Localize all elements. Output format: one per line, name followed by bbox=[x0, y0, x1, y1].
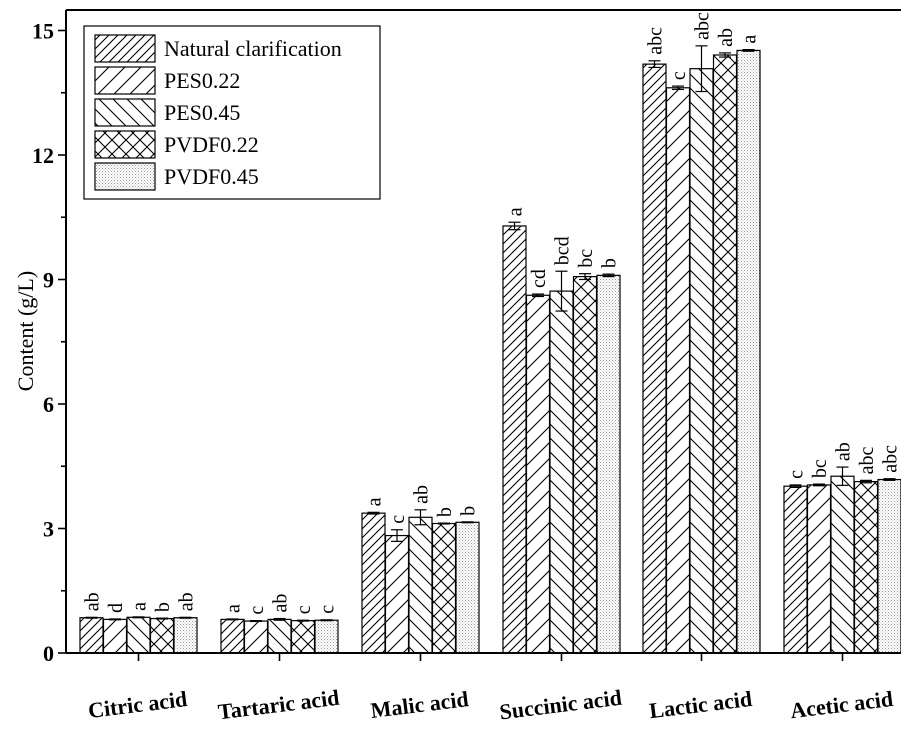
bar bbox=[174, 618, 197, 653]
error-bar bbox=[321, 620, 333, 621]
significance-label: ab bbox=[270, 594, 292, 613]
bar bbox=[104, 619, 127, 653]
significance-label: b bbox=[152, 602, 174, 612]
significance-label: c bbox=[668, 71, 690, 80]
bar bbox=[784, 486, 807, 653]
x-category-label: Acetic acid bbox=[789, 686, 895, 723]
significance-label: a bbox=[505, 207, 527, 216]
legend-swatch bbox=[95, 131, 155, 158]
y-tick-label: 12 bbox=[32, 143, 54, 168]
x-category-label: Tartaric acid bbox=[217, 685, 341, 725]
bar bbox=[151, 619, 174, 653]
bar bbox=[362, 513, 385, 653]
significance-label: ab bbox=[715, 28, 737, 47]
legend-label: PVDF0.22 bbox=[164, 132, 259, 157]
significance-label: b bbox=[458, 506, 480, 516]
bar bbox=[878, 480, 901, 653]
legend-swatch bbox=[95, 99, 155, 126]
significance-label: c bbox=[786, 470, 808, 479]
significance-label: ab bbox=[833, 442, 855, 461]
bar bbox=[268, 619, 291, 653]
bar bbox=[221, 619, 244, 653]
y-tick-label: 0 bbox=[43, 641, 54, 666]
bar bbox=[245, 621, 268, 653]
significance-label: b bbox=[434, 507, 456, 517]
significance-label: b bbox=[599, 258, 621, 268]
y-tick-label: 6 bbox=[43, 392, 54, 417]
bar bbox=[714, 55, 737, 653]
x-category-label: Lactic acid bbox=[648, 686, 754, 723]
bar bbox=[667, 88, 690, 653]
error-bar bbox=[180, 617, 192, 618]
significance-label: a bbox=[364, 497, 386, 506]
y-tick-label: 9 bbox=[43, 268, 54, 293]
bar bbox=[808, 485, 831, 653]
bar bbox=[315, 620, 338, 653]
bar bbox=[597, 275, 620, 653]
legend: Natural clarification PES0.22 PES0.45 PVDF0… bbox=[84, 26, 380, 199]
bar bbox=[386, 536, 409, 653]
legend-label: PES0.22 bbox=[164, 68, 240, 93]
error-bar bbox=[227, 619, 239, 620]
significance-label: cd bbox=[528, 269, 550, 288]
significance-label: ab bbox=[411, 485, 433, 504]
significance-label: a bbox=[739, 35, 761, 44]
x-category-label: Succinic acid bbox=[498, 685, 623, 725]
error-bar bbox=[156, 618, 168, 619]
legend-label: PES0.45 bbox=[164, 100, 240, 125]
significance-label: a bbox=[223, 604, 245, 613]
bar bbox=[292, 621, 315, 653]
significance-label: ab bbox=[82, 592, 104, 611]
error-bar bbox=[109, 619, 121, 620]
bar bbox=[503, 226, 526, 653]
significance-label: a bbox=[129, 602, 151, 611]
bar bbox=[80, 618, 103, 653]
bar bbox=[574, 277, 597, 653]
y-axis-label: Content (g/L) bbox=[13, 271, 38, 391]
significance-label: bc bbox=[575, 249, 597, 268]
significance-label: abc bbox=[856, 446, 878, 474]
significance-label: abc bbox=[692, 12, 714, 40]
significance-label: bcd bbox=[552, 236, 574, 265]
bar bbox=[433, 524, 456, 653]
bar bbox=[855, 482, 878, 653]
error-bar bbox=[297, 620, 309, 621]
y-tick-label: 3 bbox=[43, 517, 54, 542]
legend-swatch bbox=[95, 35, 155, 62]
significance-label: d bbox=[105, 603, 127, 613]
bar bbox=[456, 522, 479, 653]
legend-swatch bbox=[95, 163, 155, 190]
significance-label: c bbox=[317, 605, 339, 614]
bar bbox=[550, 291, 573, 653]
significance-label: c bbox=[387, 515, 409, 524]
significance-label: c bbox=[246, 606, 268, 615]
significance-label: ab bbox=[176, 592, 198, 611]
bar bbox=[127, 617, 150, 653]
significance-label: c bbox=[293, 605, 315, 614]
legend-label: PVDF0.45 bbox=[164, 164, 259, 189]
significance-label: abc bbox=[645, 27, 667, 55]
error-bar bbox=[86, 617, 98, 618]
error-bar bbox=[250, 621, 262, 622]
legend-label: Natural clarification bbox=[164, 36, 342, 61]
bar bbox=[409, 517, 432, 653]
bar bbox=[643, 64, 666, 653]
error-bar bbox=[438, 523, 450, 524]
legend-swatch bbox=[95, 67, 155, 94]
x-category-label: Malic acid bbox=[369, 686, 470, 723]
error-bar bbox=[462, 522, 474, 523]
bar bbox=[831, 476, 854, 653]
error-bar bbox=[133, 617, 145, 618]
significance-label: bc bbox=[809, 459, 831, 478]
bar bbox=[737, 50, 760, 653]
y-tick-label: 15 bbox=[32, 19, 54, 44]
significance-label: abc bbox=[880, 445, 901, 473]
bar bbox=[690, 69, 713, 653]
x-category-label: Citric acid bbox=[87, 686, 189, 723]
bar bbox=[527, 295, 550, 653]
